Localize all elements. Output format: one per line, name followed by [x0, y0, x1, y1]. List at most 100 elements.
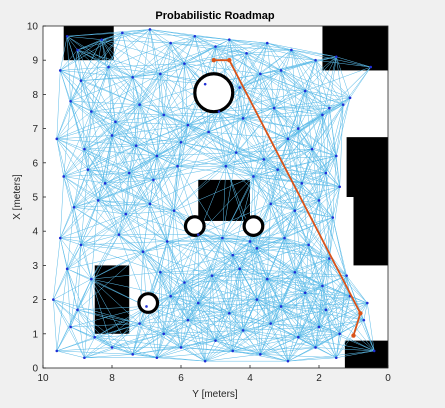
roadmap-node: [310, 147, 314, 151]
roadmap-edge: [132, 296, 171, 355]
roadmap-edge: [215, 340, 289, 362]
roadmap-edge: [108, 66, 161, 75]
roadmap-edge: [277, 169, 333, 218]
roadmap-edge: [118, 210, 175, 235]
roadmap-edge: [160, 73, 209, 133]
roadmap-edge: [336, 350, 375, 358]
roadmap-edge: [125, 179, 154, 215]
roadmap-edge: [160, 43, 171, 74]
roadmap-edge: [56, 121, 116, 140]
roadmap-edge: [215, 323, 271, 341]
roadmap-edge: [211, 254, 233, 276]
roadmap-edge: [170, 43, 189, 126]
roadmap-edge: [232, 210, 295, 256]
roadmap-node: [338, 332, 342, 336]
roadmap-edge: [222, 166, 227, 239]
roadmap-edge: [84, 148, 151, 205]
roadmap-edge: [156, 357, 206, 362]
roadmap-edge: [160, 271, 213, 276]
roadmap-edge: [198, 176, 254, 235]
roadmap-edge: [111, 319, 188, 348]
roadmap-edge: [70, 101, 113, 136]
roadmap-edge: [166, 241, 199, 304]
roadmap-edge: [225, 166, 295, 211]
roadmap-edge: [167, 241, 240, 270]
roadmap-edge: [56, 278, 92, 352]
roadmap-edge: [56, 101, 71, 139]
roadmap-edge: [132, 347, 182, 355]
x-axis-label: Y [meters]: [192, 389, 238, 400]
roadmap-edge: [270, 200, 320, 205]
roadmap-edge: [163, 333, 182, 348]
roadmap-edge: [104, 145, 137, 184]
roadmap-edge: [298, 333, 340, 338]
roadmap-edge: [308, 244, 351, 297]
path-waypoint: [351, 333, 356, 338]
roadmap-edge: [160, 254, 233, 273]
roadmap-edge: [87, 155, 157, 170]
roadmap-edge: [73, 135, 113, 208]
roadmap-node: [328, 106, 331, 110]
roadmap-edge: [160, 268, 240, 273]
roadmap-edge: [280, 275, 347, 307]
roadmap-edge: [208, 131, 227, 167]
roadmap-node: [62, 175, 65, 178]
roadmap-node: [148, 28, 152, 31]
roadmap-edge: [163, 313, 230, 335]
roadmap-edge: [267, 258, 330, 280]
roadmap-edge: [236, 138, 289, 153]
roadmap-node: [114, 120, 117, 124]
roadmap-node: [110, 346, 114, 349]
roadmap-edge: [67, 234, 120, 270]
roadmap-edge: [242, 73, 261, 119]
roadmap-edge: [311, 149, 320, 201]
roadmap-edge: [146, 306, 206, 362]
roadmap-edge: [180, 142, 254, 177]
roadmap-edge: [273, 107, 337, 157]
roadmap-edge: [305, 292, 327, 311]
roadmap-edge: [225, 165, 278, 170]
roadmap-edge: [132, 63, 185, 78]
obstacle-right-top-block: [346, 137, 388, 197]
roadmap-edge: [56, 104, 140, 140]
roadmap-edge: [239, 268, 295, 273]
roadmap-edge: [170, 42, 216, 47]
roadmap-edge: [170, 296, 206, 362]
roadmap-node: [276, 168, 279, 171]
roadmap-edge: [284, 217, 333, 239]
roadmap-edge: [139, 323, 164, 335]
roadmap-edge: [311, 148, 327, 174]
roadmap-edge: [253, 176, 296, 211]
roadmap-edge: [315, 60, 330, 109]
roadmap-edge: [73, 145, 137, 208]
roadmap-edge: [270, 272, 296, 324]
roadmap-edge: [218, 111, 254, 177]
roadmap-edge: [66, 200, 99, 269]
roadmap-node: [179, 346, 183, 349]
x-tick-label: 6: [178, 373, 184, 384]
roadmap-edge: [122, 29, 150, 34]
roadmap-edge: [239, 87, 306, 92]
roadmap-edge: [167, 237, 223, 242]
roadmap-edge: [273, 107, 313, 150]
roadmap-edge: [273, 70, 282, 109]
roadmap-node: [162, 332, 166, 336]
roadmap-edge: [287, 319, 364, 362]
roadmap-edge: [242, 118, 254, 177]
roadmap-edge: [53, 299, 85, 358]
roadmap-edge: [239, 244, 309, 270]
roadmap-edge: [180, 142, 226, 167]
roadmap-edge: [222, 169, 278, 239]
roadmap-node: [297, 127, 300, 130]
roadmap-edge: [294, 210, 333, 218]
roadmap-edge: [198, 278, 268, 304]
roadmap-edge: [142, 210, 175, 252]
roadmap-edge: [153, 131, 209, 181]
roadmap-edge: [211, 275, 258, 300]
roadmap-edge: [63, 169, 88, 177]
roadmap-edge: [246, 49, 292, 54]
roadmap-edge: [229, 299, 258, 314]
roadmap-edge: [336, 104, 344, 156]
roadmap-edge: [298, 309, 327, 338]
roadmap-edge: [267, 279, 289, 362]
